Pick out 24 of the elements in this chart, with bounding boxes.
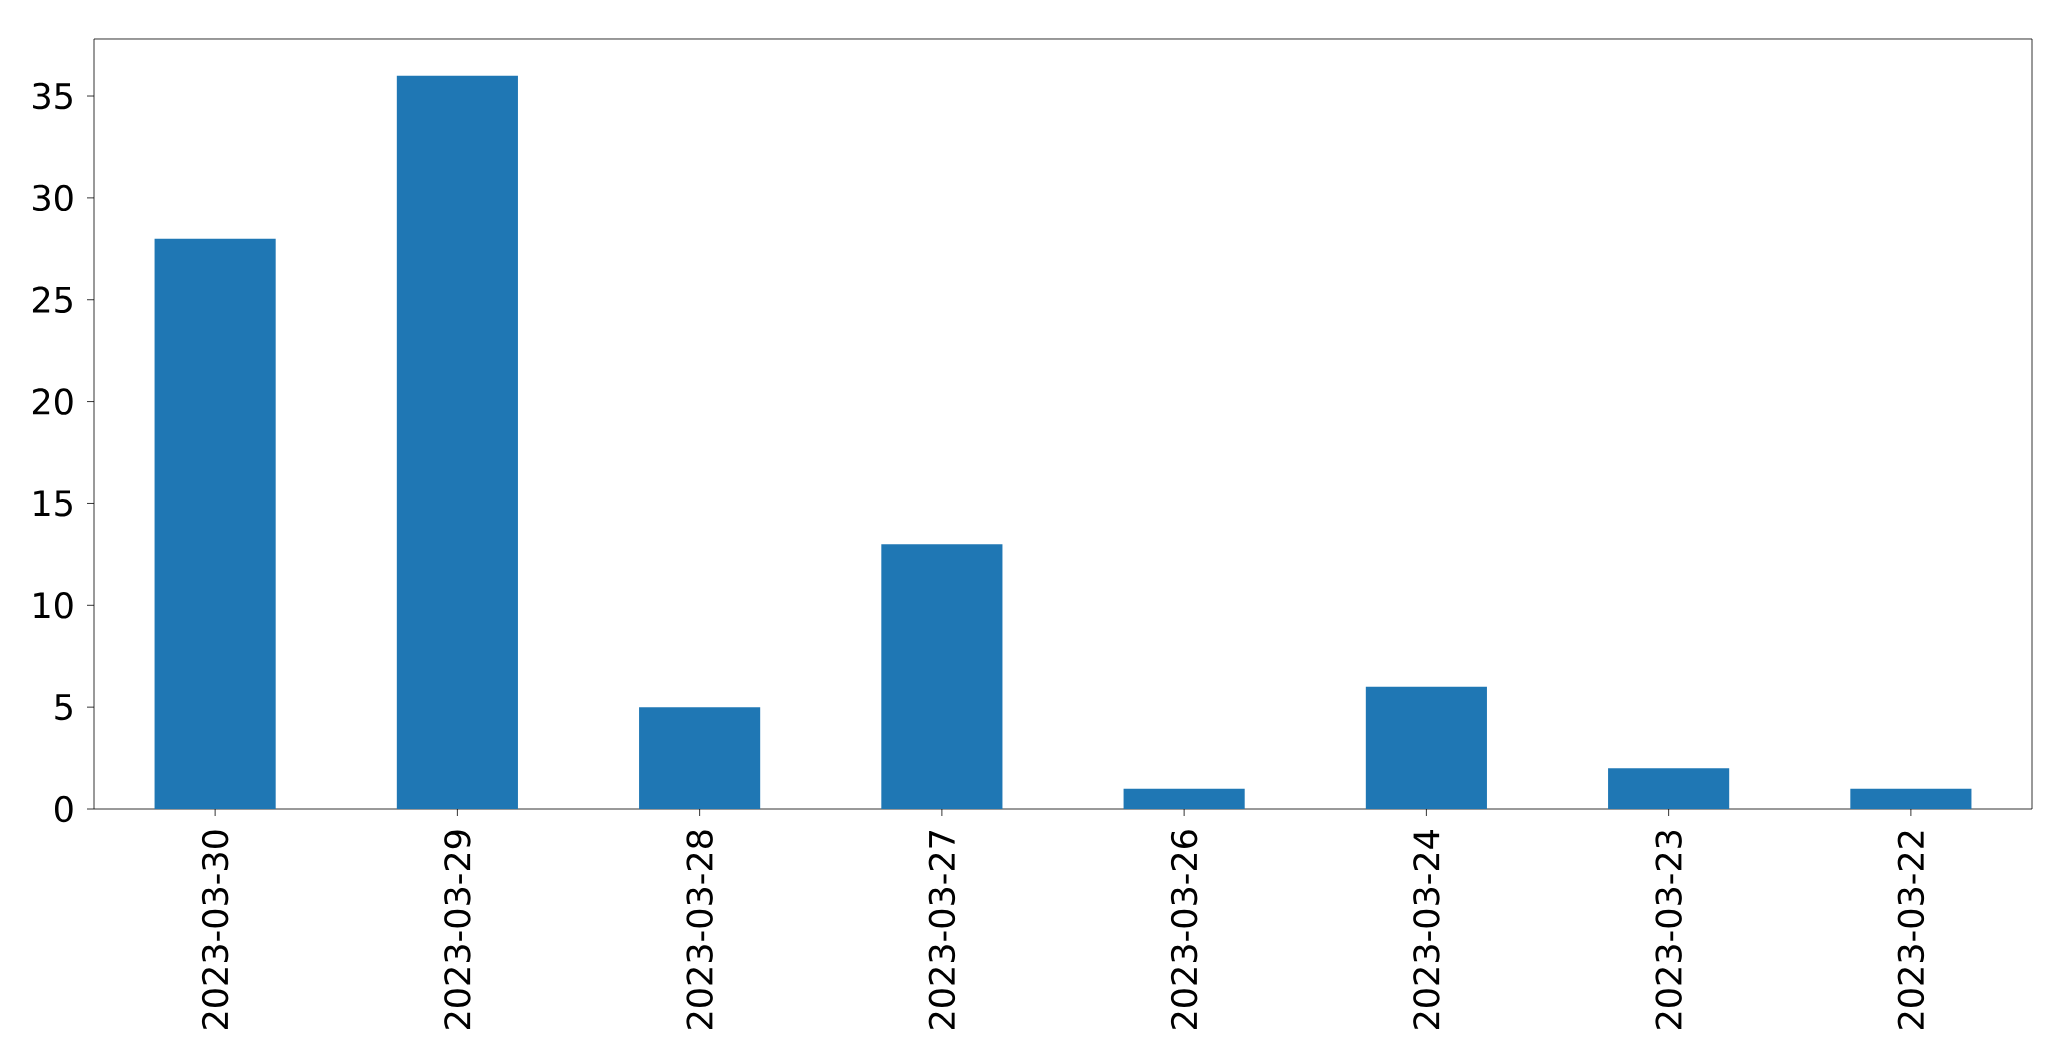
y-tick-label: 35 bbox=[33, 82, 72, 110]
y-tick-label: 0 bbox=[54, 795, 73, 823]
bar bbox=[396, 75, 518, 809]
x-tick-label: 2023-03-26 bbox=[1170, 830, 1198, 1029]
y-tick-label: 10 bbox=[34, 592, 73, 619]
bar bbox=[1608, 768, 1730, 809]
x-tick-label: 2023-03-24 bbox=[1413, 830, 1440, 1029]
y-tick-label: 5 bbox=[55, 694, 72, 721]
x-tick-label: 2023-03-23 bbox=[1655, 830, 1682, 1029]
bar bbox=[1123, 788, 1245, 809]
y-tick-label: 20 bbox=[32, 388, 73, 415]
x-tick-label: 2023-03-28 bbox=[686, 830, 713, 1029]
y-tick-label: 25 bbox=[32, 286, 72, 313]
y-tick-label: 15 bbox=[34, 490, 72, 517]
bar bbox=[881, 544, 1003, 809]
x-tick-label: 2023-03-22 bbox=[1897, 831, 1925, 1029]
bar bbox=[1850, 788, 1972, 809]
bar bbox=[639, 707, 761, 809]
bar bbox=[1365, 686, 1487, 809]
bar bbox=[154, 238, 276, 809]
y-tick-label: 30 bbox=[33, 184, 73, 212]
x-tick-label: 2023-03-27 bbox=[928, 831, 956, 1029]
x-tick-label: 2023-03-30 bbox=[201, 830, 229, 1029]
x-tick-label: 2023-03-29 bbox=[444, 830, 471, 1029]
